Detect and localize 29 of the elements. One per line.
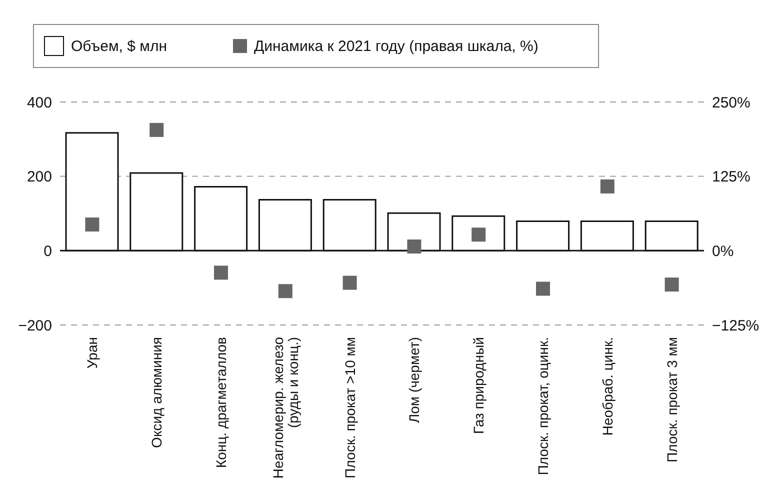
point (278, 284, 292, 298)
point (150, 122, 164, 137)
y-tick-label: −200 (18, 317, 52, 334)
point (214, 266, 228, 280)
y-tick-label: 400 (26, 94, 52, 112)
x-tick-label: Конц. драгметаллов (213, 337, 229, 468)
x-tick-label: Плоск. прокат 3 мм (664, 337, 680, 462)
y-tick-label: 200 (26, 168, 52, 186)
y2-tick-label: 125% (712, 168, 750, 186)
y2-tick-label: 250% (712, 94, 750, 112)
x-tick-label: Лом (чермет) (406, 337, 422, 424)
point (342, 276, 357, 290)
legend-label: Динамика к 2021 году (правая шкала, %) (254, 38, 538, 54)
y2-tick-label: −125% (712, 317, 760, 334)
x-tick-label: Уран (84, 337, 100, 369)
x-tick-label: Неагломерир. железо (руды и конц.) (270, 336, 301, 479)
point (85, 218, 100, 232)
y-tick-label: 0 (44, 242, 52, 260)
x-tick-label: Необраб. цинк. (599, 337, 616, 436)
point (664, 278, 679, 292)
point (536, 282, 550, 296)
x-tick-label: Плоск. прокат, оцинк. (535, 337, 551, 476)
point (600, 179, 614, 194)
x-tick-label: Оксид алюминия (148, 337, 165, 448)
point (407, 240, 422, 254)
y2-tick-label: 0% (712, 242, 734, 260)
legend-label: Объем, $ млн (71, 38, 167, 54)
x-tick-label: Газ природный (470, 337, 487, 434)
x-tick-label: Плоск. прокат >10 мм (342, 337, 358, 478)
